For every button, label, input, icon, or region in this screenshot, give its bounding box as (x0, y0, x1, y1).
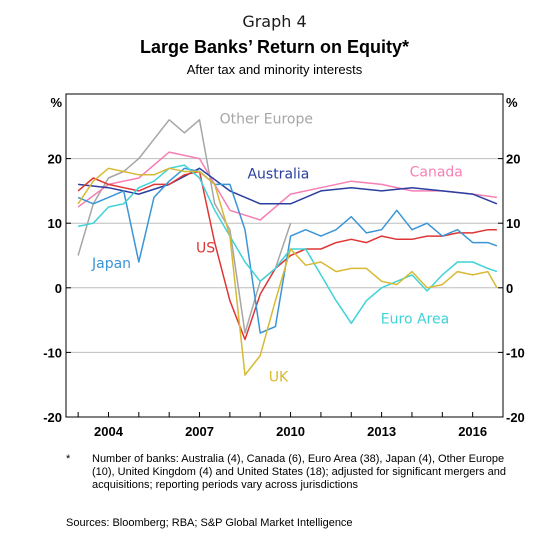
x-tick-label: 2004 (94, 424, 124, 439)
graph-number: Graph 4 (242, 12, 307, 31)
y-tick-label-left: -10 (43, 345, 62, 360)
line-chart: -20 -20 -10 -10 0 0 10 10 20 20% % 2004 2007 2010 2013… (43, 93, 525, 439)
series-line-australia (78, 167, 498, 205)
series-lines (77, 119, 498, 376)
y-tick-label-right: -20 (506, 410, 525, 425)
axis-ticks: -20 -20 -10 -10 0 0 10 10 20 20% % 2004 2007 2010 2013… (43, 95, 525, 439)
x-tick-label: 2016 (458, 424, 487, 439)
y-unit-right: % (506, 95, 518, 110)
series-label-us: US (196, 240, 215, 256)
y-tick-label-left: 0 (55, 281, 62, 296)
sources-note: Sources: Bloomberg; RBA; S&P Global Mark… (66, 517, 353, 529)
y-tick-label-right: -10 (506, 345, 525, 360)
y-tick-label-right: 20 (506, 152, 520, 167)
series-label-japan: Japan (91, 256, 131, 272)
x-tick-label: 2010 (276, 424, 305, 439)
y-tick-label-left: 10 (48, 216, 62, 231)
x-tick-label: 2013 (367, 424, 396, 439)
y-tick-label-left: 20 (48, 152, 62, 167)
chart-title: Large Banks’ Return on Equity* (139, 37, 410, 57)
footnote-marker: * (66, 453, 71, 465)
series-line-uk (77, 167, 498, 376)
series-label-canada: Canada (410, 165, 463, 181)
series-label-euro-area: Euro Area (381, 311, 449, 327)
series-line-euro-area (77, 164, 498, 325)
series-label-other-europe: Other Europe (220, 112, 313, 128)
footnote-text: Number of banks: Australia (4), Canada (… (92, 453, 506, 491)
series-label-uk: UK (269, 369, 289, 385)
y-unit-left: % (50, 95, 62, 110)
chart-subtitle: After tax and minority interests (186, 62, 363, 77)
series-label-australia: Australia (247, 167, 309, 183)
series-line-canada (77, 151, 498, 221)
x-tick-label: 2007 (185, 424, 214, 439)
series-line-japan (77, 167, 498, 334)
plot-frame (65, 93, 504, 418)
y-tick-label-left: -20 (43, 410, 62, 425)
y-tick-label-right: 0 (506, 281, 513, 296)
series-labels: Other Europe Canada Australia US Japan Euro A… (91, 112, 463, 386)
series-line-us (77, 170, 497, 341)
y-tick-label-right: 10 (506, 216, 520, 231)
